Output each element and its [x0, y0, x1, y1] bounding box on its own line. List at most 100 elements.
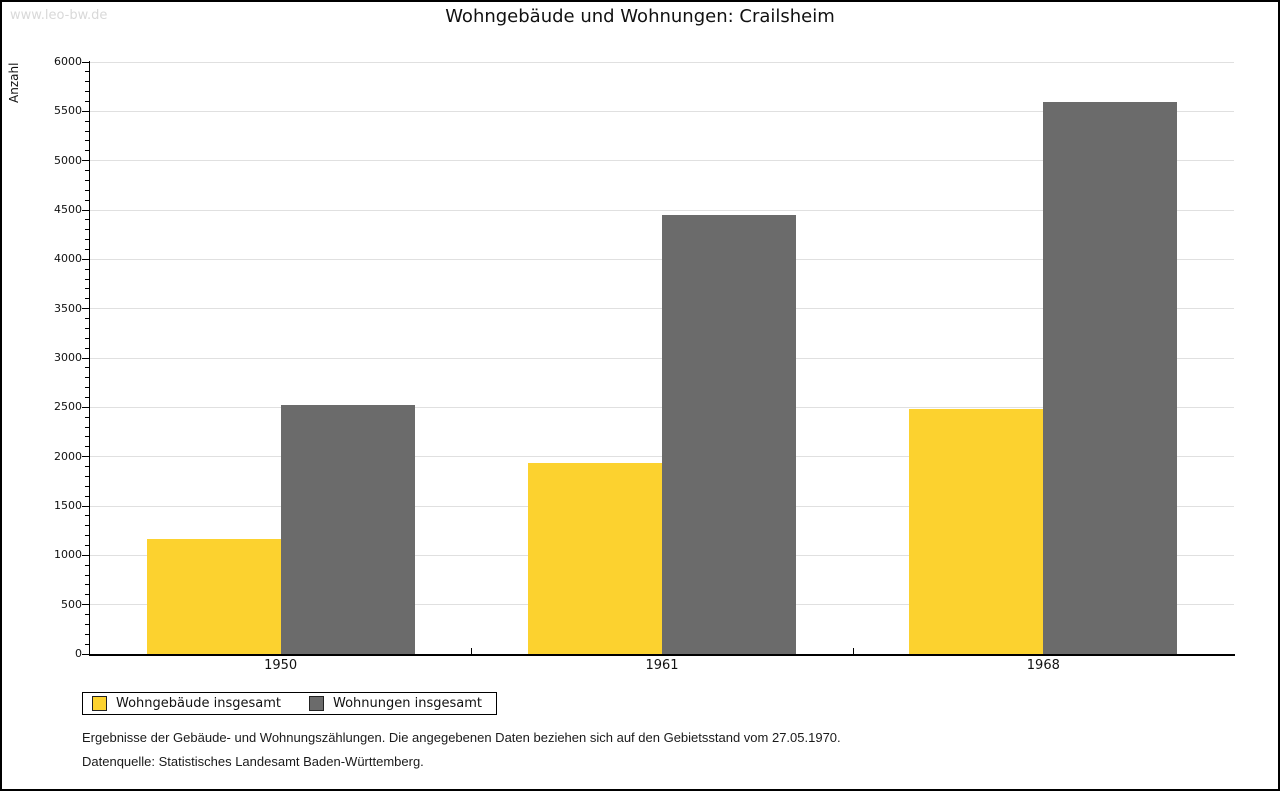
y-minor-tick: [85, 574, 89, 576]
y-tick-label: 4500: [54, 203, 82, 216]
y-minor-tick: [85, 643, 89, 645]
y-minor-tick: [85, 594, 89, 596]
y-minor-tick: [85, 485, 89, 487]
footnote-line-1: Ergebnisse der Gebäude- und Wohnungszähl…: [82, 730, 841, 745]
y-minor-tick: [85, 387, 89, 389]
x-tick-label: 1961: [645, 658, 679, 673]
y-major-tick: [82, 110, 89, 112]
y-minor-tick: [85, 318, 89, 320]
y-minor-tick: [85, 130, 89, 132]
y-tick-label: 0: [75, 647, 82, 660]
y-minor-tick: [85, 229, 89, 231]
y-minor-tick: [85, 436, 89, 438]
y-minor-tick: [85, 239, 89, 241]
bar-1968-series-1: [1043, 102, 1178, 654]
y-tick-label: 6000: [54, 55, 82, 68]
legend: Wohngebäude insgesamt Wohnungen insgesam…: [82, 692, 497, 715]
y-major-tick: [82, 653, 89, 655]
y-minor-tick: [85, 544, 89, 546]
y-axis-title: Anzahl: [7, 62, 21, 103]
y-minor-tick: [85, 584, 89, 586]
x-axis-line: [89, 654, 1235, 656]
y-major-tick: [82, 505, 89, 507]
y-minor-tick: [85, 337, 89, 339]
y-minor-tick: [85, 199, 89, 201]
y-tick-label: 4000: [54, 252, 82, 266]
bar-1968-series-0: [909, 409, 1044, 654]
y-tick-label: 1000: [54, 548, 82, 562]
y-minor-tick: [85, 416, 89, 418]
y-minor-tick: [85, 564, 89, 566]
watermark-url: www.leo-bw.de: [10, 8, 108, 23]
x-tick-label: 1968: [1026, 658, 1060, 673]
y-minor-tick: [85, 377, 89, 379]
y-minor-tick: [85, 614, 89, 616]
y-minor-tick: [85, 633, 89, 635]
y-minor-tick: [85, 71, 89, 73]
y-minor-tick: [85, 150, 89, 152]
y-minor-tick: [85, 367, 89, 369]
y-minor-tick: [85, 219, 89, 221]
y-axis-line: [89, 61, 90, 655]
y-minor-tick: [85, 446, 89, 448]
y-minor-tick: [85, 91, 89, 93]
y-minor-tick: [85, 179, 89, 181]
y-minor-tick: [85, 81, 89, 83]
y-major-tick: [82, 357, 89, 359]
y-minor-tick: [85, 347, 89, 349]
y-minor-tick: [85, 278, 89, 280]
y-tick-label: 5000: [54, 153, 82, 167]
y-major-tick: [82, 61, 89, 63]
y-minor-tick: [85, 396, 89, 398]
y-tick-label: 3000: [54, 351, 82, 364]
y-minor-tick: [85, 327, 89, 329]
y-minor-tick: [85, 268, 89, 270]
legend-swatch-wohngebaeude-icon: [92, 696, 107, 711]
y-minor-tick: [85, 170, 89, 172]
footnote-line-2: Datenquelle: Statistisches Landesamt Bad…: [82, 754, 424, 769]
x-tick-label: 1950: [264, 658, 298, 673]
y-minor-tick: [85, 288, 89, 290]
x-boundary-tick: [852, 648, 854, 654]
plot-area: 1950 1961 1968 0 500 1000 1500 2000 2500 3000 3500…: [54, 55, 1235, 673]
legend-swatch-wohnungen-icon: [309, 696, 324, 711]
y-minor-tick: [85, 426, 89, 428]
y-major-tick: [82, 604, 89, 606]
legend-item-wohngebaeude: Wohngebäude insgesamt: [92, 696, 281, 711]
bar-1950-series-1: [280, 404, 415, 654]
y-minor-tick: [85, 475, 89, 477]
bar-1961-series-0: [528, 462, 662, 654]
y-major-tick: [82, 554, 89, 556]
y-minor-tick: [85, 495, 89, 497]
chart-title: Wohngebäude und Wohnungen: Crailsheim: [445, 6, 835, 27]
legend-label-wohngebaeude: Wohngebäude insgesamt: [116, 696, 281, 711]
gridline: [90, 160, 1234, 162]
y-tick-label: 5500: [54, 104, 82, 118]
y-major-tick: [82, 456, 89, 458]
y-tick-label: 2000: [54, 449, 82, 463]
bar-1950-series-0: [146, 539, 281, 654]
y-tick-label: 3500: [54, 301, 82, 315]
x-boundary-tick: [471, 648, 473, 654]
legend-label-wohnungen: Wohnungen insgesamt: [333, 696, 482, 711]
y-minor-tick: [85, 100, 89, 102]
y-tick-label: 2500: [54, 400, 82, 414]
y-minor-tick: [85, 515, 89, 517]
y-major-tick: [82, 209, 89, 211]
y-tick-label: 1500: [54, 499, 82, 512]
legend-item-wohnungen: Wohnungen insgesamt: [309, 696, 482, 711]
y-tick-label: 500: [61, 597, 82, 611]
bar-1961-series-1: [662, 214, 796, 654]
y-minor-tick: [85, 120, 89, 122]
y-minor-tick: [85, 525, 89, 527]
y-minor-tick: [85, 140, 89, 142]
y-minor-tick: [85, 623, 89, 625]
gridline: [90, 110, 1234, 112]
y-major-tick: [82, 160, 89, 162]
y-minor-tick: [85, 466, 89, 468]
y-minor-tick: [85, 189, 89, 191]
gridline: [90, 61, 1234, 63]
y-minor-tick: [85, 248, 89, 250]
y-major-tick: [82, 308, 89, 310]
